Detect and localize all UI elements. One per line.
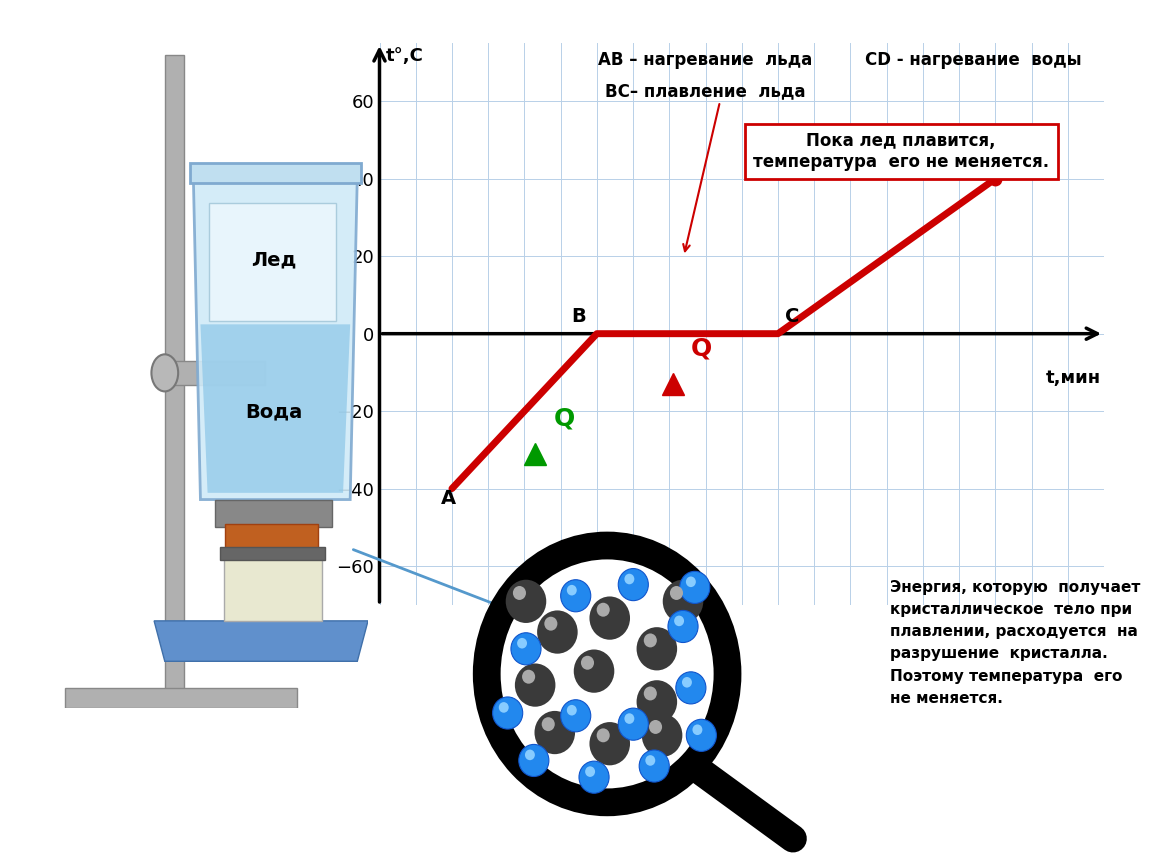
Bar bbox=[164, 361, 264, 385]
Text: AB – нагревание  льда: AB – нагревание льда bbox=[598, 51, 813, 69]
Circle shape bbox=[537, 611, 577, 654]
Circle shape bbox=[637, 627, 677, 670]
Text: Вода: Вода bbox=[245, 403, 302, 422]
Circle shape bbox=[511, 632, 540, 665]
Circle shape bbox=[597, 728, 610, 742]
Circle shape bbox=[597, 603, 610, 617]
Text: Q: Q bbox=[553, 406, 575, 430]
Circle shape bbox=[682, 677, 692, 688]
Circle shape bbox=[544, 617, 558, 631]
Circle shape bbox=[662, 580, 704, 623]
Circle shape bbox=[492, 697, 523, 729]
Circle shape bbox=[644, 633, 657, 647]
Circle shape bbox=[680, 571, 710, 603]
Circle shape bbox=[674, 615, 684, 626]
Circle shape bbox=[692, 724, 703, 735]
Text: t,мин: t,мин bbox=[1045, 369, 1101, 386]
Circle shape bbox=[649, 720, 662, 734]
Polygon shape bbox=[200, 324, 351, 492]
Circle shape bbox=[624, 574, 635, 584]
Bar bbox=[64, 689, 297, 708]
Circle shape bbox=[585, 766, 595, 777]
Circle shape bbox=[519, 745, 549, 777]
Circle shape bbox=[567, 705, 577, 715]
Bar bbox=[220, 547, 325, 560]
Circle shape bbox=[581, 656, 595, 670]
Circle shape bbox=[619, 708, 649, 740]
Circle shape bbox=[645, 755, 656, 766]
Circle shape bbox=[542, 717, 554, 731]
Circle shape bbox=[518, 638, 527, 649]
Bar bbox=[164, 54, 184, 695]
Text: Энергия, которую  получает
кристаллическое  тело при
плавлении, расходуется  на
: Энергия, которую получает кристаллическо… bbox=[890, 580, 1141, 706]
Text: Q: Q bbox=[691, 337, 712, 361]
Circle shape bbox=[578, 761, 610, 793]
Circle shape bbox=[574, 650, 614, 693]
Circle shape bbox=[624, 714, 635, 724]
Circle shape bbox=[499, 702, 508, 713]
FancyBboxPatch shape bbox=[209, 203, 336, 321]
Bar bbox=[190, 162, 361, 183]
Circle shape bbox=[639, 750, 669, 782]
Text: C: C bbox=[785, 307, 799, 326]
Circle shape bbox=[561, 700, 591, 732]
Circle shape bbox=[668, 610, 698, 643]
Text: CD - нагревание  воды: CD - нагревание воды bbox=[865, 51, 1082, 69]
Circle shape bbox=[685, 576, 696, 588]
Text: BC– плавление  льда: BC– плавление льда bbox=[605, 82, 806, 100]
Circle shape bbox=[590, 722, 630, 766]
Ellipse shape bbox=[152, 354, 178, 391]
Circle shape bbox=[524, 750, 535, 760]
Polygon shape bbox=[193, 176, 358, 499]
Text: B: B bbox=[572, 307, 586, 326]
Circle shape bbox=[644, 687, 657, 701]
Circle shape bbox=[637, 680, 677, 723]
Circle shape bbox=[486, 545, 728, 803]
Bar bbox=[225, 524, 319, 550]
Circle shape bbox=[522, 670, 535, 683]
Text: Лед: Лед bbox=[251, 251, 297, 270]
Circle shape bbox=[619, 569, 649, 600]
Circle shape bbox=[687, 719, 716, 752]
Text: t°,C: t°,C bbox=[385, 47, 423, 65]
Circle shape bbox=[515, 664, 555, 707]
Bar bbox=[215, 499, 332, 526]
Circle shape bbox=[561, 580, 591, 612]
Circle shape bbox=[513, 586, 526, 600]
Text: A: A bbox=[440, 489, 455, 508]
Circle shape bbox=[676, 672, 706, 704]
Circle shape bbox=[670, 586, 683, 600]
Polygon shape bbox=[154, 621, 368, 661]
Circle shape bbox=[642, 714, 682, 757]
Text: Пока лед плавится,
температура  его не меняется.: Пока лед плавится, температура его не ме… bbox=[753, 132, 1049, 171]
Text: D: D bbox=[999, 156, 1015, 175]
Circle shape bbox=[535, 711, 575, 754]
Circle shape bbox=[567, 585, 577, 595]
Bar bbox=[223, 550, 322, 621]
Circle shape bbox=[506, 580, 546, 623]
Circle shape bbox=[590, 596, 630, 639]
